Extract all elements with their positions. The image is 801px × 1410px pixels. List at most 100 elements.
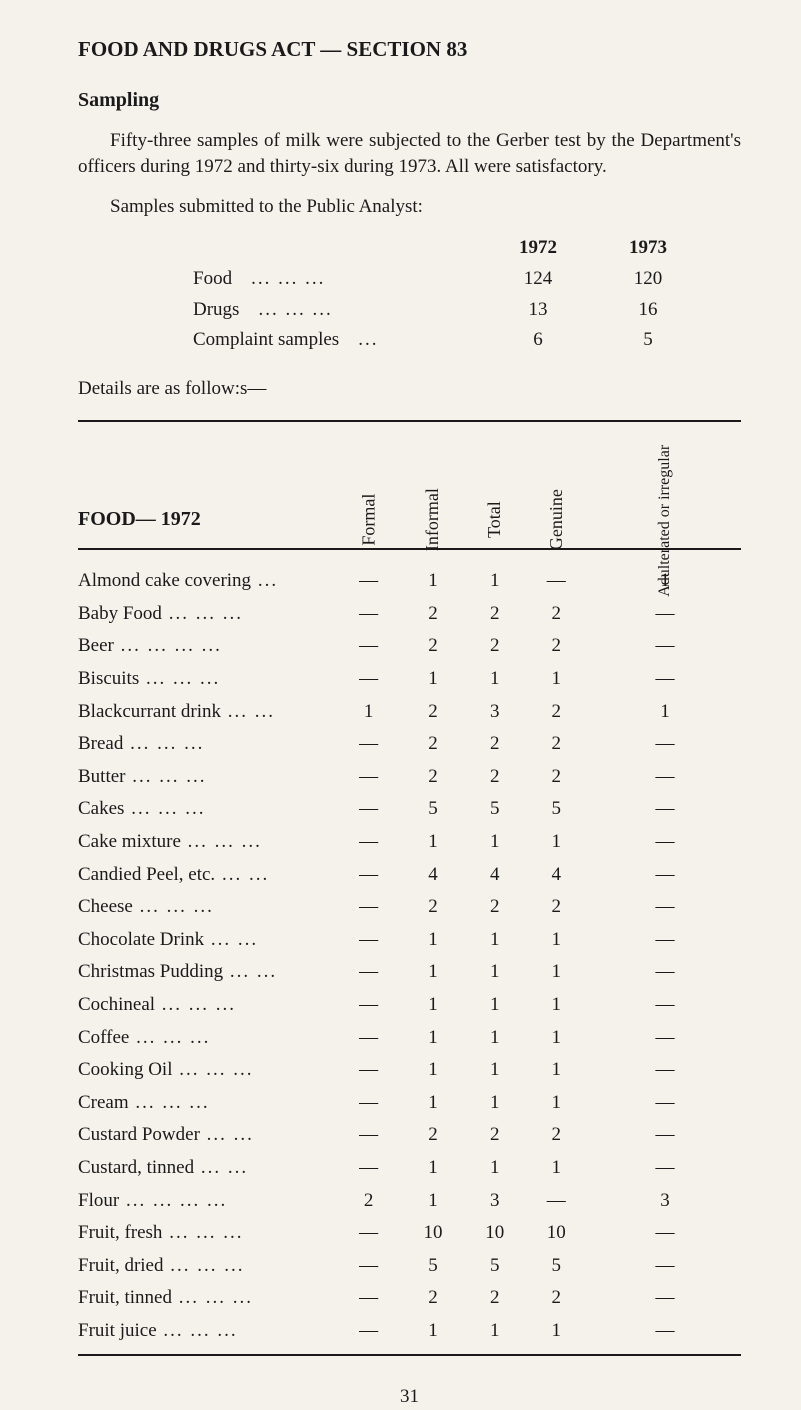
- stats-year-2: 1973: [593, 233, 703, 264]
- table-cell: —: [589, 924, 741, 957]
- row-dots: ... ... ...: [162, 603, 243, 624]
- table-cell: 1: [466, 663, 523, 696]
- stats-year-1: 1972: [483, 233, 593, 264]
- table-row: Fruit, dried ... ... ...—555—: [78, 1250, 741, 1283]
- table-cell: 1: [523, 1152, 589, 1185]
- table-cell: 1: [400, 1022, 466, 1055]
- row-label: Cake mixture: [78, 831, 181, 852]
- table-cell: 2: [523, 761, 589, 794]
- paragraph-1: Fifty-three samples of milk were subject…: [78, 128, 741, 179]
- row-dots: ... ...: [223, 961, 277, 982]
- table-cell: 1: [466, 565, 523, 598]
- stats-table: 1972 1973 Food ... ... ... 124 120 Drugs…: [193, 233, 703, 355]
- row-label-cell: Cooking Oil ... ... ...: [78, 1054, 337, 1087]
- table-row: Flour ... ... ... ...213—3: [78, 1185, 741, 1218]
- row-dots: ...: [251, 570, 278, 591]
- table-cell: 2: [466, 728, 523, 761]
- row-label-cell: Cakes ... ... ...: [78, 793, 337, 826]
- table-cell: 1: [400, 924, 466, 957]
- row-dots: ... ...: [204, 929, 258, 950]
- table-row: Beer ... ... ... ...—222—: [78, 630, 741, 663]
- table-cell: —: [337, 1152, 400, 1185]
- row-label-cell: Coffee ... ... ...: [78, 1022, 337, 1055]
- row-label: Cheese: [78, 896, 133, 917]
- stats-row-label: Complaint samples: [193, 329, 339, 350]
- table-cell: —: [337, 1054, 400, 1087]
- row-dots: ... ... ...: [164, 1255, 245, 1276]
- table-row: Almond cake covering ...—11—1: [78, 565, 741, 598]
- table-cell: 1: [337, 696, 400, 729]
- table-row: Cooking Oil ... ... ...—111—: [78, 1054, 741, 1087]
- table-row: Cake mixture ... ... ...—111—: [78, 826, 741, 859]
- table-cell: —: [337, 1119, 400, 1152]
- row-label-cell: Baby Food ... ... ...: [78, 598, 337, 631]
- table-cell: 4: [400, 859, 466, 892]
- table-cell: 1: [400, 956, 466, 989]
- table-cell: 4: [466, 859, 523, 892]
- row-dots: ... ... ...: [139, 668, 220, 689]
- page-number: 31: [78, 1384, 741, 1410]
- rule-mid: [78, 548, 741, 550]
- table-cell: 1: [523, 1087, 589, 1120]
- table-cell: 1: [400, 1152, 466, 1185]
- table-cell: 1: [523, 924, 589, 957]
- stats-cell: 5: [593, 325, 703, 356]
- row-label: Bread: [78, 733, 123, 754]
- table-row: Baby Food ... ... ...—222—: [78, 598, 741, 631]
- table-cell: —: [337, 1315, 400, 1348]
- table-cell: 10: [400, 1217, 466, 1250]
- table-cell: 2: [466, 761, 523, 794]
- table-cell: —: [589, 663, 741, 696]
- stats-cell: 16: [593, 295, 703, 326]
- table-cell: 1: [400, 663, 466, 696]
- row-label-cell: Beer ... ... ... ...: [78, 630, 337, 663]
- table-cell: 2: [400, 891, 466, 924]
- table-cell: 1: [466, 1022, 523, 1055]
- table-cell: —: [337, 565, 400, 598]
- table-cell: 2: [523, 1282, 589, 1315]
- table-cell: —: [589, 761, 741, 794]
- row-label: Chocolate Drink: [78, 929, 204, 950]
- table-cell: 5: [400, 793, 466, 826]
- table-cell: —: [589, 1315, 741, 1348]
- row-label-cell: Candied Peel, etc. ... ...: [78, 859, 337, 892]
- row-label-cell: Cream ... ... ...: [78, 1087, 337, 1120]
- food-section-label: FOOD— 1972: [78, 426, 337, 541]
- table-cell: 5: [466, 793, 523, 826]
- row-label-cell: Bread ... ... ...: [78, 728, 337, 761]
- row-label: Custard, tinned: [78, 1157, 194, 1178]
- table-cell: 1: [466, 956, 523, 989]
- row-dots: ... ...: [200, 1124, 254, 1145]
- table-row: Candied Peel, etc. ... ...—444—: [78, 859, 741, 892]
- row-dots: ... ... ...: [129, 1092, 210, 1113]
- row-label-cell: Christmas Pudding ... ...: [78, 956, 337, 989]
- stats-cell: 124: [483, 264, 593, 295]
- table-row: Fruit juice ... ... ...—111—: [78, 1315, 741, 1348]
- row-dots: ... ... ...: [133, 896, 214, 917]
- row-label: Cream: [78, 1092, 129, 1113]
- table-cell: 1: [400, 1054, 466, 1087]
- table-cell: —: [589, 989, 741, 1022]
- stats-row-dots: ...: [358, 329, 378, 350]
- row-label: Candied Peel, etc.: [78, 864, 215, 885]
- table-cell: —: [589, 728, 741, 761]
- table-cell: 1: [523, 1315, 589, 1348]
- row-label-cell: Biscuits ... ... ...: [78, 663, 337, 696]
- table-cell: 1: [400, 1185, 466, 1218]
- row-label: Flour: [78, 1190, 119, 1211]
- row-dots: ... ... ...: [181, 831, 262, 852]
- page-title: FOOD AND DRUGS ACT — SECTION 83: [78, 35, 741, 64]
- table-cell: 2: [400, 598, 466, 631]
- table-row: Biscuits ... ... ...—111—: [78, 663, 741, 696]
- table-cell: —: [589, 891, 741, 924]
- row-label-cell: Custard, tinned ... ...: [78, 1152, 337, 1185]
- table-cell: —: [589, 826, 741, 859]
- row-label-cell: Almond cake covering ...: [78, 565, 337, 598]
- row-label-cell: Fruit, dried ... ... ...: [78, 1250, 337, 1283]
- table-cell: 1: [523, 1022, 589, 1055]
- table-cell: —: [589, 956, 741, 989]
- col-total: Total: [482, 501, 507, 538]
- row-dots: ... ... ...: [155, 994, 236, 1015]
- row-label: Baby Food: [78, 603, 162, 624]
- table-cell: 2: [337, 1185, 400, 1218]
